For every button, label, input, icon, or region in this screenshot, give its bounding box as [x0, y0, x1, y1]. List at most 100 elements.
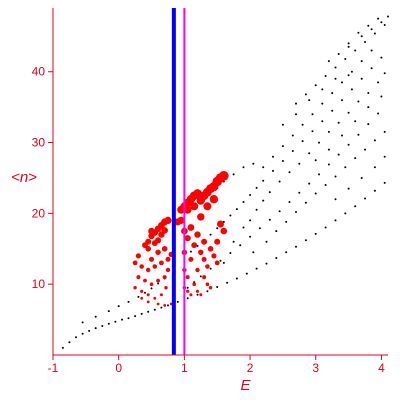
data-point — [235, 208, 238, 211]
highlight-point — [187, 224, 195, 231]
data-point — [370, 49, 373, 52]
data-point — [373, 139, 376, 142]
highlight-point — [189, 293, 193, 297]
highlight-point — [145, 246, 151, 252]
highlight-point — [203, 202, 212, 211]
highlight-point — [195, 267, 200, 273]
highlight-point — [140, 289, 144, 293]
data-point — [337, 153, 340, 156]
data-point — [249, 194, 252, 196]
data-point — [344, 212, 347, 215]
highlight-point — [159, 260, 164, 266]
highlight-point — [198, 249, 204, 255]
highlight-point — [202, 275, 207, 280]
data-point — [144, 291, 146, 294]
highlight-point — [201, 256, 207, 262]
y-axis-ticks: 10 20 30 40 — [32, 65, 53, 291]
data-point — [308, 152, 311, 155]
highlight-point — [156, 278, 161, 283]
data-point — [255, 186, 258, 189]
data-point — [252, 251, 255, 254]
highlight-point — [205, 264, 210, 269]
data-point — [107, 310, 110, 313]
data-point — [127, 300, 130, 303]
data-point — [232, 240, 235, 243]
data-point — [347, 111, 350, 114]
data-point — [324, 226, 327, 229]
highlight-point — [208, 286, 213, 290]
highlight-point — [159, 293, 163, 297]
x-tick-label: 2 — [247, 361, 254, 375]
data-point — [383, 155, 386, 158]
data-point — [334, 66, 337, 69]
highlight-point — [185, 275, 190, 280]
data-point — [367, 92, 370, 94]
data-point — [281, 145, 284, 148]
data-point — [272, 155, 274, 158]
data-point — [275, 257, 278, 259]
data-point — [206, 290, 209, 293]
highlight-point — [145, 238, 152, 245]
data-point — [347, 45, 350, 48]
data-point — [88, 329, 91, 332]
data-point — [147, 310, 150, 313]
data-point — [255, 208, 258, 211]
data-point — [295, 245, 297, 248]
data-point — [295, 211, 297, 213]
data-point — [216, 227, 219, 230]
data-point — [360, 35, 363, 38]
highlight-point — [186, 289, 190, 293]
highlight-point — [153, 296, 157, 300]
data-point — [327, 148, 330, 151]
data-point — [354, 157, 357, 160]
data-point — [219, 259, 222, 262]
data-point — [262, 166, 265, 169]
data-point — [383, 72, 386, 75]
data-point — [341, 81, 343, 84]
data-point — [318, 141, 320, 144]
data-point — [140, 312, 143, 315]
data-point — [373, 166, 376, 169]
highlight-point — [195, 289, 200, 293]
data-point — [304, 93, 307, 96]
data-point — [321, 88, 324, 91]
data-point — [209, 267, 212, 270]
data-point — [304, 201, 307, 204]
data-point — [216, 286, 219, 288]
data-point — [291, 150, 294, 152]
data-point — [68, 341, 71, 344]
data-point — [370, 28, 373, 31]
data-point — [242, 226, 245, 229]
y-tick-label: 30 — [32, 136, 46, 150]
data-point — [75, 336, 77, 339]
data-point — [167, 304, 169, 307]
highlight-point — [199, 293, 203, 297]
highlight-point — [143, 278, 147, 283]
y-tick-label: 40 — [32, 65, 46, 79]
highlight-point — [140, 296, 144, 300]
data-point — [314, 84, 317, 87]
highlight-point — [218, 170, 229, 181]
data-point — [153, 308, 156, 311]
data-point — [272, 169, 274, 172]
data-point — [334, 77, 337, 80]
data-point — [354, 205, 357, 208]
data-point — [344, 166, 347, 169]
data-point — [117, 305, 120, 308]
data-point — [327, 60, 330, 63]
data-point — [157, 282, 160, 285]
data-point — [301, 123, 304, 126]
data-point — [199, 275, 202, 278]
data-point — [377, 81, 380, 84]
highlight-point — [149, 256, 154, 262]
highlight-point — [149, 282, 154, 287]
data-point — [347, 74, 350, 77]
highlight-point — [207, 246, 214, 252]
x-tick-label: 4 — [378, 361, 385, 375]
highlight-point — [188, 256, 194, 262]
data-point — [107, 322, 110, 325]
x-tick-label: 3 — [312, 361, 319, 375]
data-point — [377, 17, 380, 20]
highlight-point — [132, 260, 138, 266]
data-point — [334, 219, 337, 222]
